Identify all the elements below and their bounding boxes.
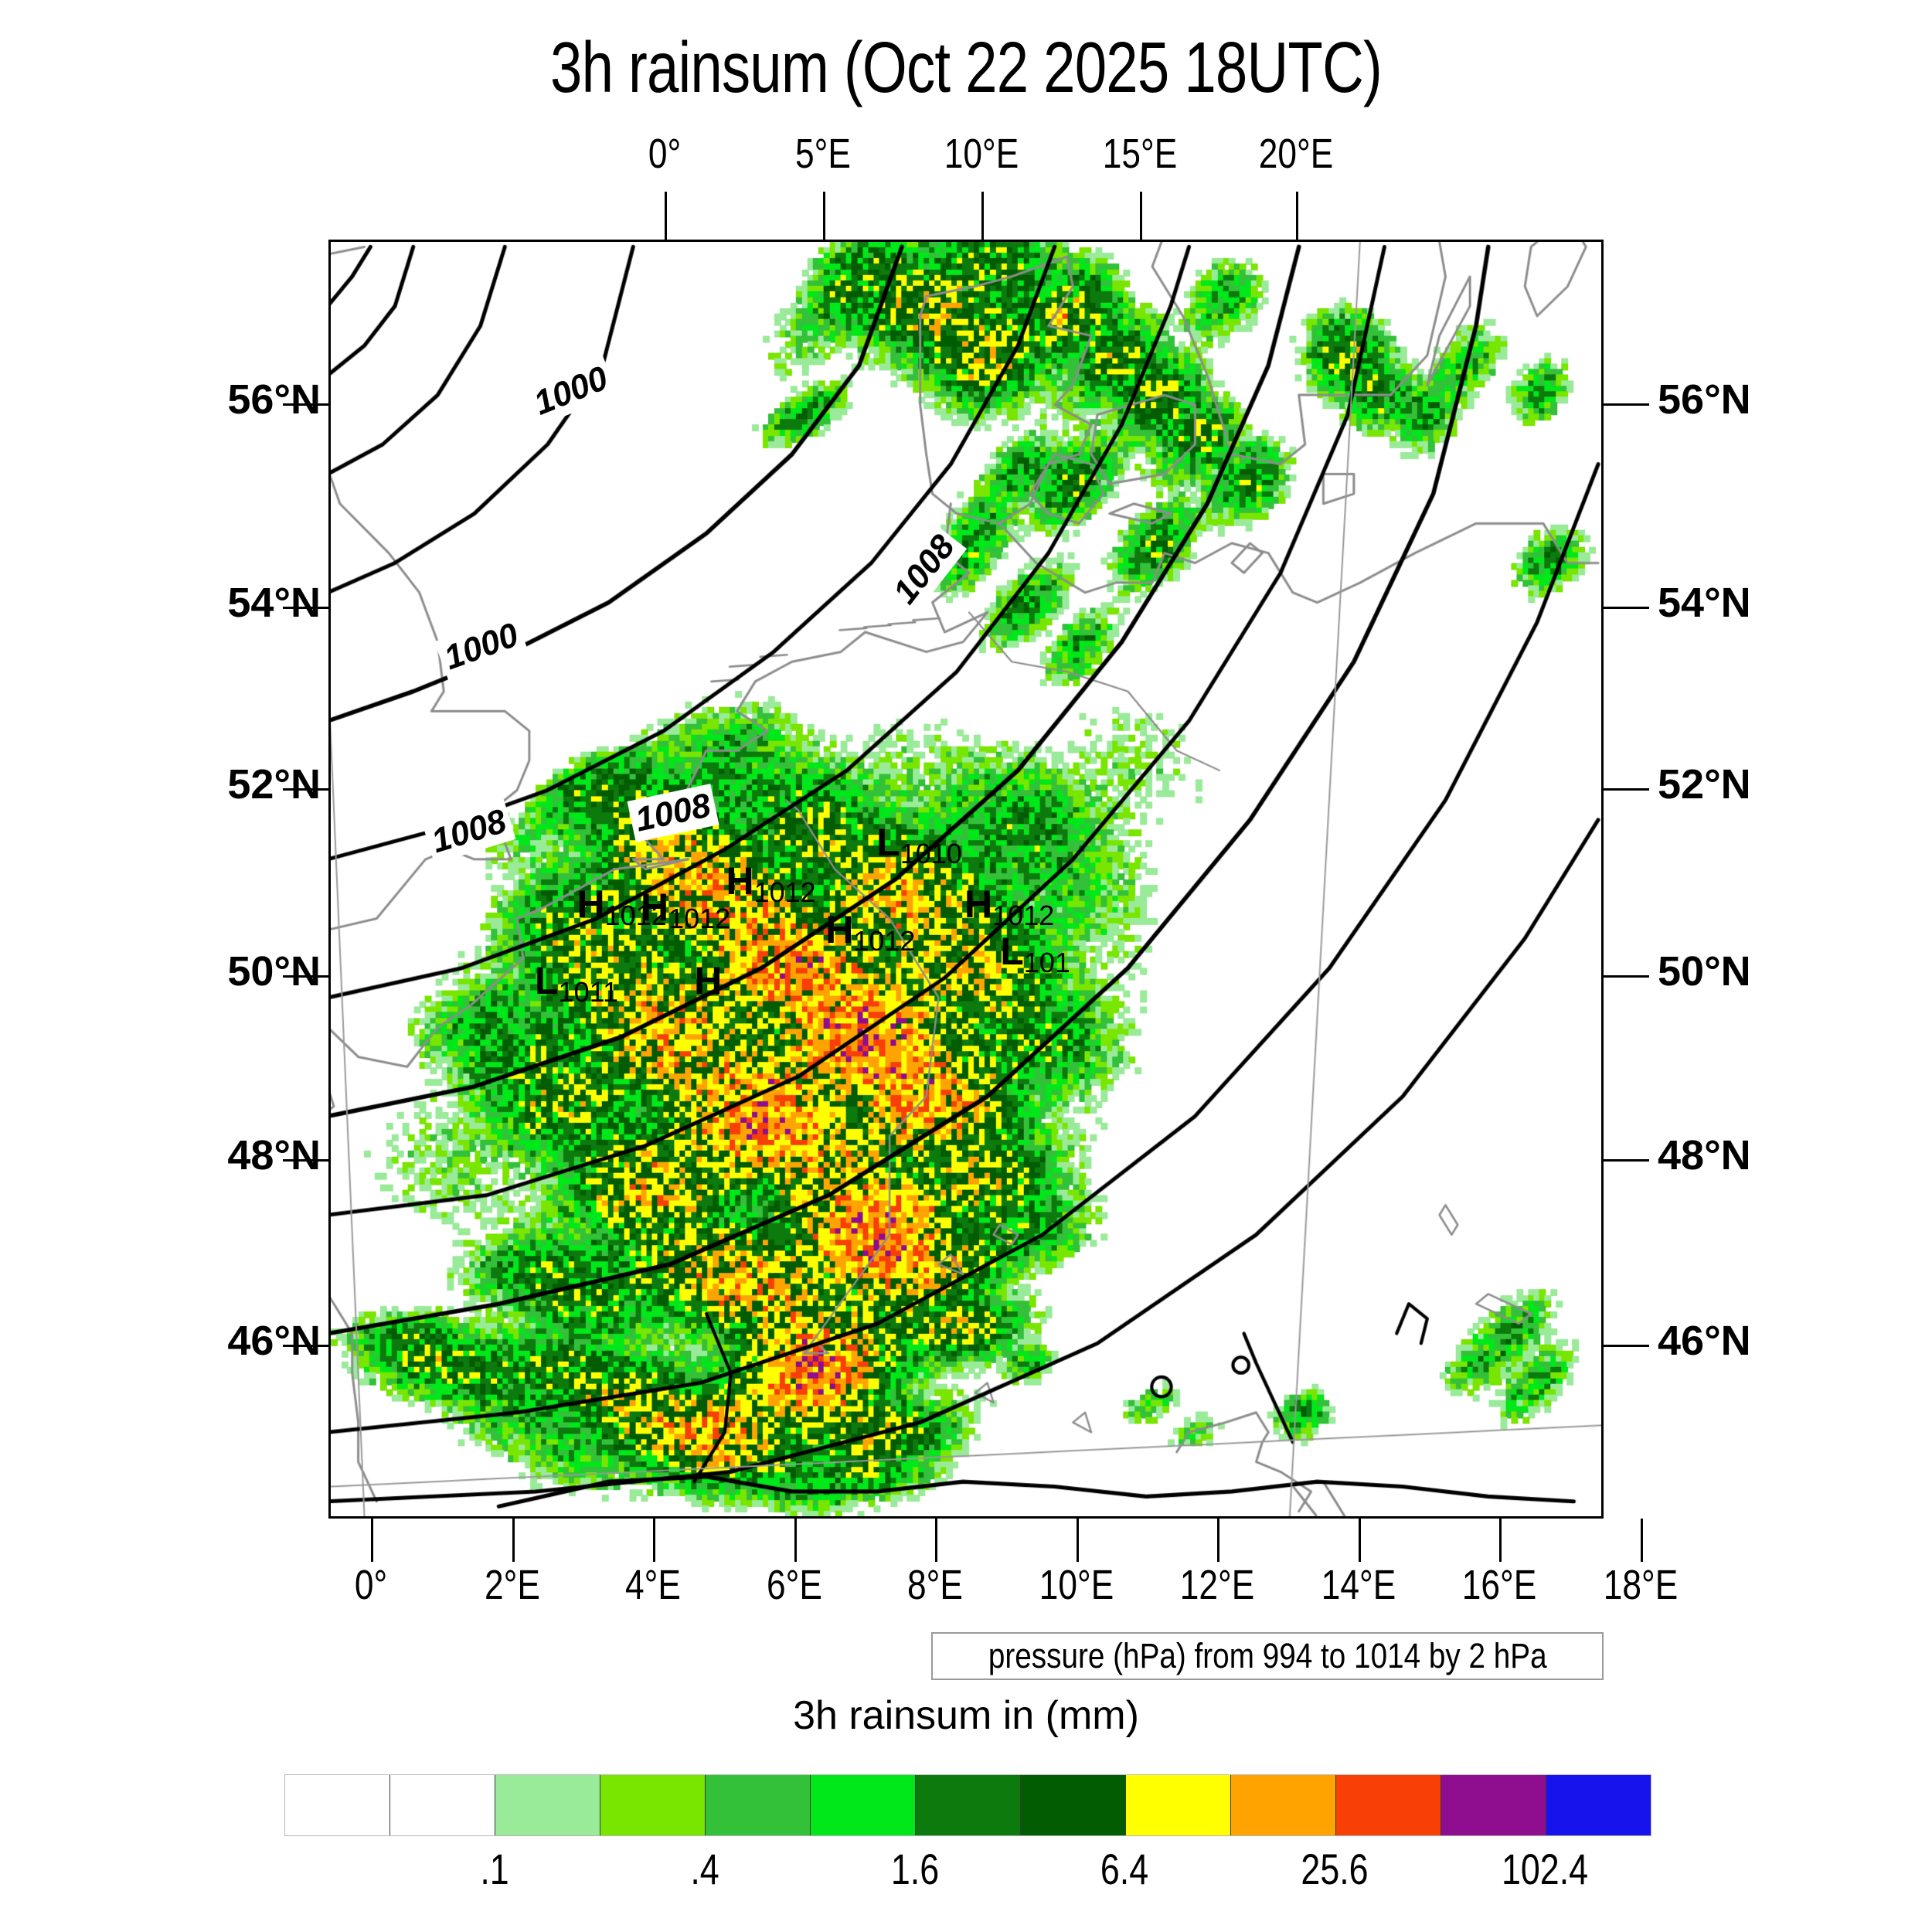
colorbar-label-3: 6.4	[1100, 1845, 1149, 1893]
colorbar-cell-8	[1126, 1775, 1231, 1835]
lon-tick-mark-top-1	[823, 192, 825, 240]
lat-tick-right-3: 50°N	[1658, 948, 1751, 995]
lon-tick-top-3: 15°E	[1102, 131, 1178, 177]
colorbar-cell-6	[916, 1775, 1021, 1835]
colorbar-cell-12	[1546, 1775, 1651, 1835]
colorbar-cell-4	[706, 1775, 811, 1835]
colorbar-label-2: 1.6	[890, 1845, 939, 1893]
lon-tick-mark-bottom-5	[1076, 1519, 1079, 1562]
lat-tick-left-3: 50°N	[227, 948, 321, 995]
colorbar-cell-11	[1441, 1775, 1546, 1835]
lat-tick-right-1: 54°N	[1658, 580, 1751, 626]
lon-tick-mark-top-0	[665, 192, 667, 240]
colorbar-label-1: .4	[690, 1845, 719, 1893]
lat-tick-left-0: 56°N	[227, 376, 321, 423]
pressure-center-h-8: H	[694, 958, 723, 1002]
lon-tick-bottom-2: 4°E	[625, 1562, 681, 1608]
colorbar-cell-9	[1231, 1775, 1336, 1835]
colorbar-label-5: 102.4	[1502, 1845, 1589, 1893]
pressure-center-h-1: H1012	[640, 886, 731, 935]
pressure-legend-box: pressure (hPa) from 994 to 1014 by 2 hPa	[931, 1632, 1604, 1680]
lon-tick-mark-top-2	[981, 192, 984, 240]
lon-tick-mark-bottom-1	[512, 1519, 515, 1562]
lon-tick-top-0: 0°	[648, 131, 682, 177]
lat-tick-left-5: 46°N	[227, 1318, 321, 1364]
lon-tick-mark-bottom-8	[1499, 1519, 1502, 1562]
pressure-center-l-7: L1011	[535, 958, 618, 1008]
lon-tick-mark-bottom-3	[794, 1519, 797, 1562]
lon-tick-bottom-0: 0°	[354, 1562, 388, 1608]
lon-tick-bottom-4: 8°E	[907, 1562, 963, 1608]
lat-tick-mark-left-5	[283, 1345, 331, 1347]
lat-tick-right-2: 52°N	[1658, 761, 1751, 808]
lat-tick-mark-left-4	[283, 1159, 331, 1162]
colorbar-label-4: 25.6	[1301, 1845, 1369, 1893]
lat-tick-mark-left-2	[283, 788, 331, 791]
colorbar-cell-0	[285, 1775, 390, 1835]
lon-tick-bottom-3: 6°E	[766, 1562, 822, 1608]
lon-tick-mark-bottom-4	[935, 1519, 937, 1562]
pressure-center-l-4: L1010	[876, 821, 962, 870]
weather-map: 1000 1000 1008 1008 1008 H1012 H1012 H1012 H1012…	[328, 240, 1604, 1519]
colorbar-cell-5	[811, 1775, 916, 1835]
precipitation-raster	[331, 242, 1601, 1516]
lat-tick-mark-right-4	[1601, 1159, 1649, 1162]
colorbar-cell-2	[495, 1775, 600, 1835]
lat-tick-left-1: 54°N	[227, 580, 321, 626]
lon-tick-mark-bottom-2	[653, 1519, 655, 1562]
colorbar-cell-7	[1021, 1775, 1126, 1835]
colorbar-cell-1	[390, 1775, 495, 1835]
colorbar-title: 3h rainsum in (mm)	[793, 1693, 1139, 1738]
lat-tick-right-5: 46°N	[1658, 1318, 1751, 1364]
lat-tick-mark-right-0	[1601, 403, 1649, 406]
lat-tick-mark-left-3	[283, 975, 331, 978]
lon-tick-top-2: 10°E	[944, 131, 1019, 177]
lon-tick-bottom-7: 14°E	[1321, 1562, 1396, 1608]
pressure-center-h-3: H1012	[825, 907, 916, 957]
lon-tick-top-1: 5°E	[795, 131, 851, 177]
lat-tick-mark-left-1	[283, 607, 331, 609]
pressure-center-h-5: H1012	[964, 882, 1055, 931]
lat-tick-left-4: 48°N	[227, 1132, 321, 1179]
colorbar-cell-10	[1336, 1775, 1441, 1835]
lat-tick-left-2: 52°N	[227, 761, 321, 808]
lat-tick-mark-right-5	[1601, 1345, 1649, 1347]
lon-tick-bottom-8: 16°E	[1461, 1562, 1537, 1608]
pressure-center-l-6: L101	[1000, 929, 1070, 978]
lat-tick-mark-left-0	[283, 403, 331, 406]
lon-tick-mark-bottom-9	[1640, 1519, 1643, 1562]
colorbar-label-0: .1	[480, 1845, 509, 1893]
lon-tick-mark-bottom-0	[371, 1519, 373, 1562]
pressure-center-h-2: H1012	[726, 859, 816, 908]
lat-tick-mark-right-1	[1601, 607, 1649, 609]
colorbar-tick-labels: .1 .4 1.6 6.4 25.6 102.4	[284, 1844, 1650, 1906]
lat-tick-mark-right-3	[1601, 975, 1649, 978]
lon-tick-bottom-9: 18°E	[1603, 1562, 1678, 1608]
lon-tick-bottom-1: 2°E	[484, 1562, 540, 1608]
lon-tick-top-4: 20°E	[1258, 131, 1334, 177]
lat-tick-right-0: 56°N	[1658, 376, 1751, 423]
colorbar	[284, 1774, 1651, 1836]
page-title: 3h rainsum (Oct 22 2025 18UTC)	[550, 27, 1383, 107]
lon-tick-bottom-6: 12°E	[1179, 1562, 1255, 1608]
pressure-legend-text: pressure (hPa) from 994 to 1014 by 2 hPa	[988, 1636, 1547, 1675]
lon-tick-mark-top-3	[1140, 192, 1142, 240]
lon-tick-mark-bottom-6	[1217, 1519, 1219, 1562]
lat-tick-right-4: 48°N	[1658, 1132, 1751, 1179]
colorbar-cell-3	[600, 1775, 706, 1835]
lat-tick-mark-right-2	[1601, 788, 1649, 791]
lon-tick-mark-bottom-7	[1358, 1519, 1361, 1562]
pressure-center-h-0: H1012	[577, 882, 667, 931]
lon-tick-mark-top-4	[1296, 192, 1298, 240]
lon-tick-bottom-5: 10°E	[1039, 1562, 1114, 1608]
